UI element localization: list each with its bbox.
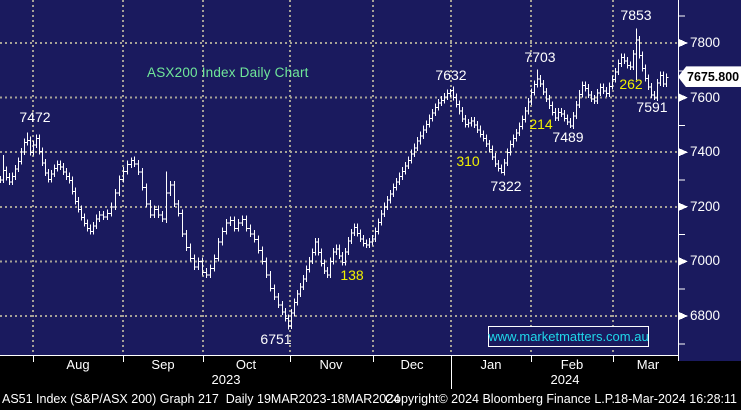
- x-axis-month-label: Feb: [560, 357, 584, 372]
- swing-price-annotation: 7591: [636, 99, 668, 115]
- y-axis-price-label: 7000: [690, 253, 721, 269]
- swing-price-annotation: 7632: [435, 67, 467, 83]
- right-price-axis-background: [679, 0, 741, 361]
- footer-timestamp: 18-Mar-2024 16:28:11: [614, 392, 737, 406]
- pullback-annotation: 138: [340, 267, 364, 283]
- y-axis-price-label: 7600: [690, 89, 721, 105]
- x-axis-month-label: Oct: [235, 357, 257, 372]
- swing-price-annotation: 7489: [552, 129, 584, 145]
- marketmatters-link-text: www.marketmatters.com.au: [488, 329, 649, 344]
- x-axis-month-label: Jan: [480, 357, 502, 372]
- footer-copyright: Copyright© 2024 Bloomberg Finance L.P.: [385, 392, 615, 406]
- footer-instrument-info: AS51 Index (S&P/ASX 200) Graph 217 Daily…: [2, 392, 401, 406]
- swing-price-annotation: 7703: [524, 49, 556, 65]
- last-price-value: 7675.800: [687, 69, 740, 84]
- last-price-flag: 7675.800: [678, 66, 741, 88]
- marketmatters-link[interactable]: www.marketmatters.com.au: [488, 326, 649, 347]
- x-axis-month-label: Aug: [66, 357, 90, 372]
- x-axis-year-label: 2024: [550, 372, 580, 387]
- y-axis-price-label: 7800: [690, 35, 721, 51]
- y-axis-price-label: 7200: [690, 198, 721, 214]
- x-axis-month-label: Mar: [636, 357, 660, 372]
- pullback-annotation: 262: [619, 76, 643, 92]
- swing-price-annotation: 6751: [260, 331, 292, 347]
- y-axis-price-label: 7400: [690, 144, 721, 160]
- swing-price-annotation: 7472: [19, 109, 51, 125]
- x-axis-month-label: Sep: [151, 357, 175, 372]
- swing-price-annotation: 7322: [490, 178, 522, 194]
- pullback-annotation: 214: [529, 116, 553, 132]
- x-axis-year-label: 2023: [211, 372, 241, 387]
- y-axis-price-label: 6800: [690, 308, 721, 324]
- chart-plot-background: [0, 0, 679, 356]
- pullback-annotation: 310: [456, 153, 480, 169]
- chart-title: ASX200 Index Daily Chart: [147, 65, 309, 80]
- x-axis-month-label: Dec: [400, 357, 424, 372]
- x-axis-month-label: Nov: [319, 357, 343, 372]
- swing-price-annotation: 7853: [620, 7, 652, 23]
